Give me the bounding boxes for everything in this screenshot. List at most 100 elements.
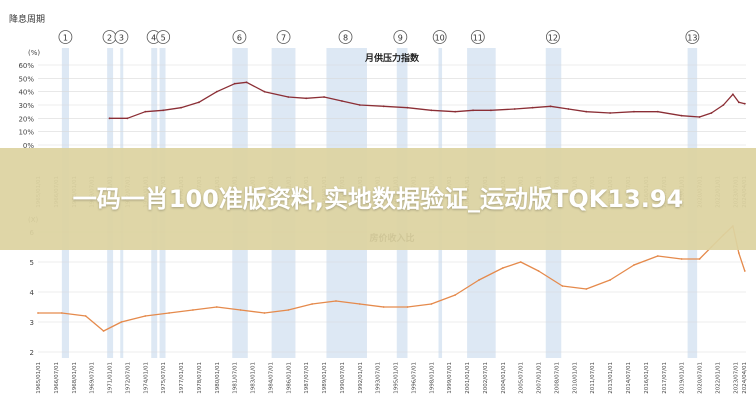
data-point-2-27 xyxy=(656,255,659,257)
data-point-1-8 xyxy=(245,81,248,84)
data-point-1-33 xyxy=(731,93,734,96)
x-tick-label-2-10: 1980/01/01 xyxy=(215,362,221,394)
data-point-2-2 xyxy=(84,315,87,317)
x-tick-label-2-3: 1969/07/01 xyxy=(90,362,96,394)
data-point-2-19 xyxy=(478,279,480,281)
data-point-2-14 xyxy=(358,303,361,305)
y-tick-label-2-2: 4 xyxy=(30,289,35,297)
data-point-1-19 xyxy=(472,109,474,112)
y-tick-label-1-2: 20% xyxy=(18,115,34,123)
data-point-2-13 xyxy=(335,300,337,302)
data-point-1-15 xyxy=(382,105,385,108)
data-point-1-12 xyxy=(323,96,325,98)
x-tick-label-2-16: 1989/01/01 xyxy=(322,362,328,394)
period-marker-8 xyxy=(338,30,353,44)
period-marker-label-9: 9 xyxy=(398,34,403,43)
data-point-1-3 xyxy=(162,109,165,112)
data-point-1-28 xyxy=(656,110,659,113)
overlay-banner: 一码一肖100准版资料,实地数据验证_运动版TQK13.94 xyxy=(0,148,756,250)
y-tick-label-2-1: 3 xyxy=(30,319,34,327)
x-tick-label-2-38: 2022/01/01 xyxy=(715,362,721,394)
x-tick-label-2-12: 1983/01/01 xyxy=(251,362,257,394)
x-tick-label-2-11: 1981/07/01 xyxy=(233,362,239,394)
x-tick-label-2-33: 2014/07/01 xyxy=(626,362,632,394)
x-tick-label-2-15: 1987/07/01 xyxy=(304,362,310,394)
x-tick-label-2-0: 1965/01/01 xyxy=(36,362,42,394)
x-tick-label-2-40: 2024/04/01 xyxy=(742,362,748,394)
data-point-1-11 xyxy=(305,97,308,100)
data-point-2-12 xyxy=(311,303,314,305)
data-point-2-10 xyxy=(263,312,266,314)
x-tick-label-2-23: 1999/07/01 xyxy=(447,362,453,394)
x-tick-label-2-24: 2001/01/01 xyxy=(465,362,471,394)
x-tick-label-2-22: 1998/01/01 xyxy=(429,362,435,394)
y-tick-label-1-4: 40% xyxy=(18,89,34,97)
x-tick-label-2-9: 1978/07/01 xyxy=(197,362,203,394)
data-point-1-34 xyxy=(737,101,740,104)
y-tick-label-1-5: 50% xyxy=(18,75,34,83)
period-marker-label-2: 2 xyxy=(107,34,112,43)
data-point-2-25 xyxy=(609,279,612,281)
data-point-1-16 xyxy=(406,106,409,109)
data-point-1-5 xyxy=(198,101,200,104)
period-marker-label-8: 8 xyxy=(343,34,348,43)
x-tick-label-2-27: 2005/07/01 xyxy=(519,362,525,394)
period-marker-9 xyxy=(393,30,408,44)
data-point-1-32 xyxy=(722,104,725,106)
data-point-2-26 xyxy=(633,264,635,266)
data-point-1-13 xyxy=(341,100,343,102)
x-tick-label-2-35: 2017/07/01 xyxy=(662,362,668,394)
x-tick-label-2-1: 1966/07/01 xyxy=(54,362,60,394)
x-tick-label-2-19: 1993/07/01 xyxy=(376,362,382,394)
x-tick-label-2-25: 2002/07/01 xyxy=(483,362,489,394)
period-marker-label-13: 13 xyxy=(687,34,697,43)
data-point-2-0 xyxy=(37,312,39,314)
data-point-1-27 xyxy=(633,110,635,113)
data-point-1-35 xyxy=(743,102,746,105)
period-marker-10 xyxy=(432,30,447,44)
banner-text: 一码一肖100准版资料,实地数据验证_运动版TQK13.94 xyxy=(72,185,684,213)
data-point-2-20 xyxy=(501,267,504,269)
data-point-1-17 xyxy=(430,109,433,112)
data-point-2-5 xyxy=(144,315,147,317)
x-tick-label-2-2: 1968/01/01 xyxy=(72,362,78,394)
data-point-2-3 xyxy=(102,330,105,332)
x-tick-label-2-4: 1971/01/01 xyxy=(108,362,114,394)
data-point-2-34 xyxy=(743,270,746,272)
data-point-2-9 xyxy=(239,309,242,311)
x-tick-label-2-34: 2016/01/01 xyxy=(644,362,650,394)
period-marker-label-4: 4 xyxy=(151,34,156,43)
period-marker-label-6: 6 xyxy=(237,34,242,43)
data-point-2-29 xyxy=(698,258,701,260)
data-point-2-24 xyxy=(585,288,588,290)
data-point-1-24 xyxy=(567,108,570,110)
unit-label-1: (%) xyxy=(28,49,40,57)
y-tick-label-1-0: 0% xyxy=(23,142,34,150)
data-point-2-4 xyxy=(120,321,123,323)
x-tick-label-2-14: 1986/01/01 xyxy=(286,362,292,394)
data-point-2-7 xyxy=(192,309,194,311)
data-point-2-22 xyxy=(537,270,540,272)
data-point-1-29 xyxy=(680,114,683,117)
data-point-1-31 xyxy=(710,112,713,114)
x-tick-label-2-6: 1974/01/01 xyxy=(143,362,149,394)
period-marker-13 xyxy=(685,30,700,44)
data-point-2-6 xyxy=(168,312,171,314)
period-marker-label-10: 10 xyxy=(435,34,445,43)
data-point-1-26 xyxy=(609,112,612,114)
series-line-1-1 xyxy=(109,81,745,119)
data-point-1-9 xyxy=(263,90,266,93)
x-tick-label-2-29: 2008/07/01 xyxy=(554,362,560,394)
x-tick-label-2-18: 1992/01/01 xyxy=(358,362,364,394)
period-marker-label-12: 12 xyxy=(548,34,558,43)
data-point-1-21 xyxy=(513,108,516,110)
x-tick-label-2-7: 1975/07/01 xyxy=(161,362,167,394)
data-point-2-16 xyxy=(406,306,409,308)
corner-label: 降息周期 xyxy=(9,15,46,25)
x-tick-label-2-26: 2004/01/01 xyxy=(501,362,507,394)
period-marker-11 xyxy=(470,30,485,44)
x-tick-label-2-21: 1996/07/01 xyxy=(411,362,417,394)
data-point-1-25 xyxy=(585,110,588,113)
period-marker-label-11: 11 xyxy=(473,34,483,43)
